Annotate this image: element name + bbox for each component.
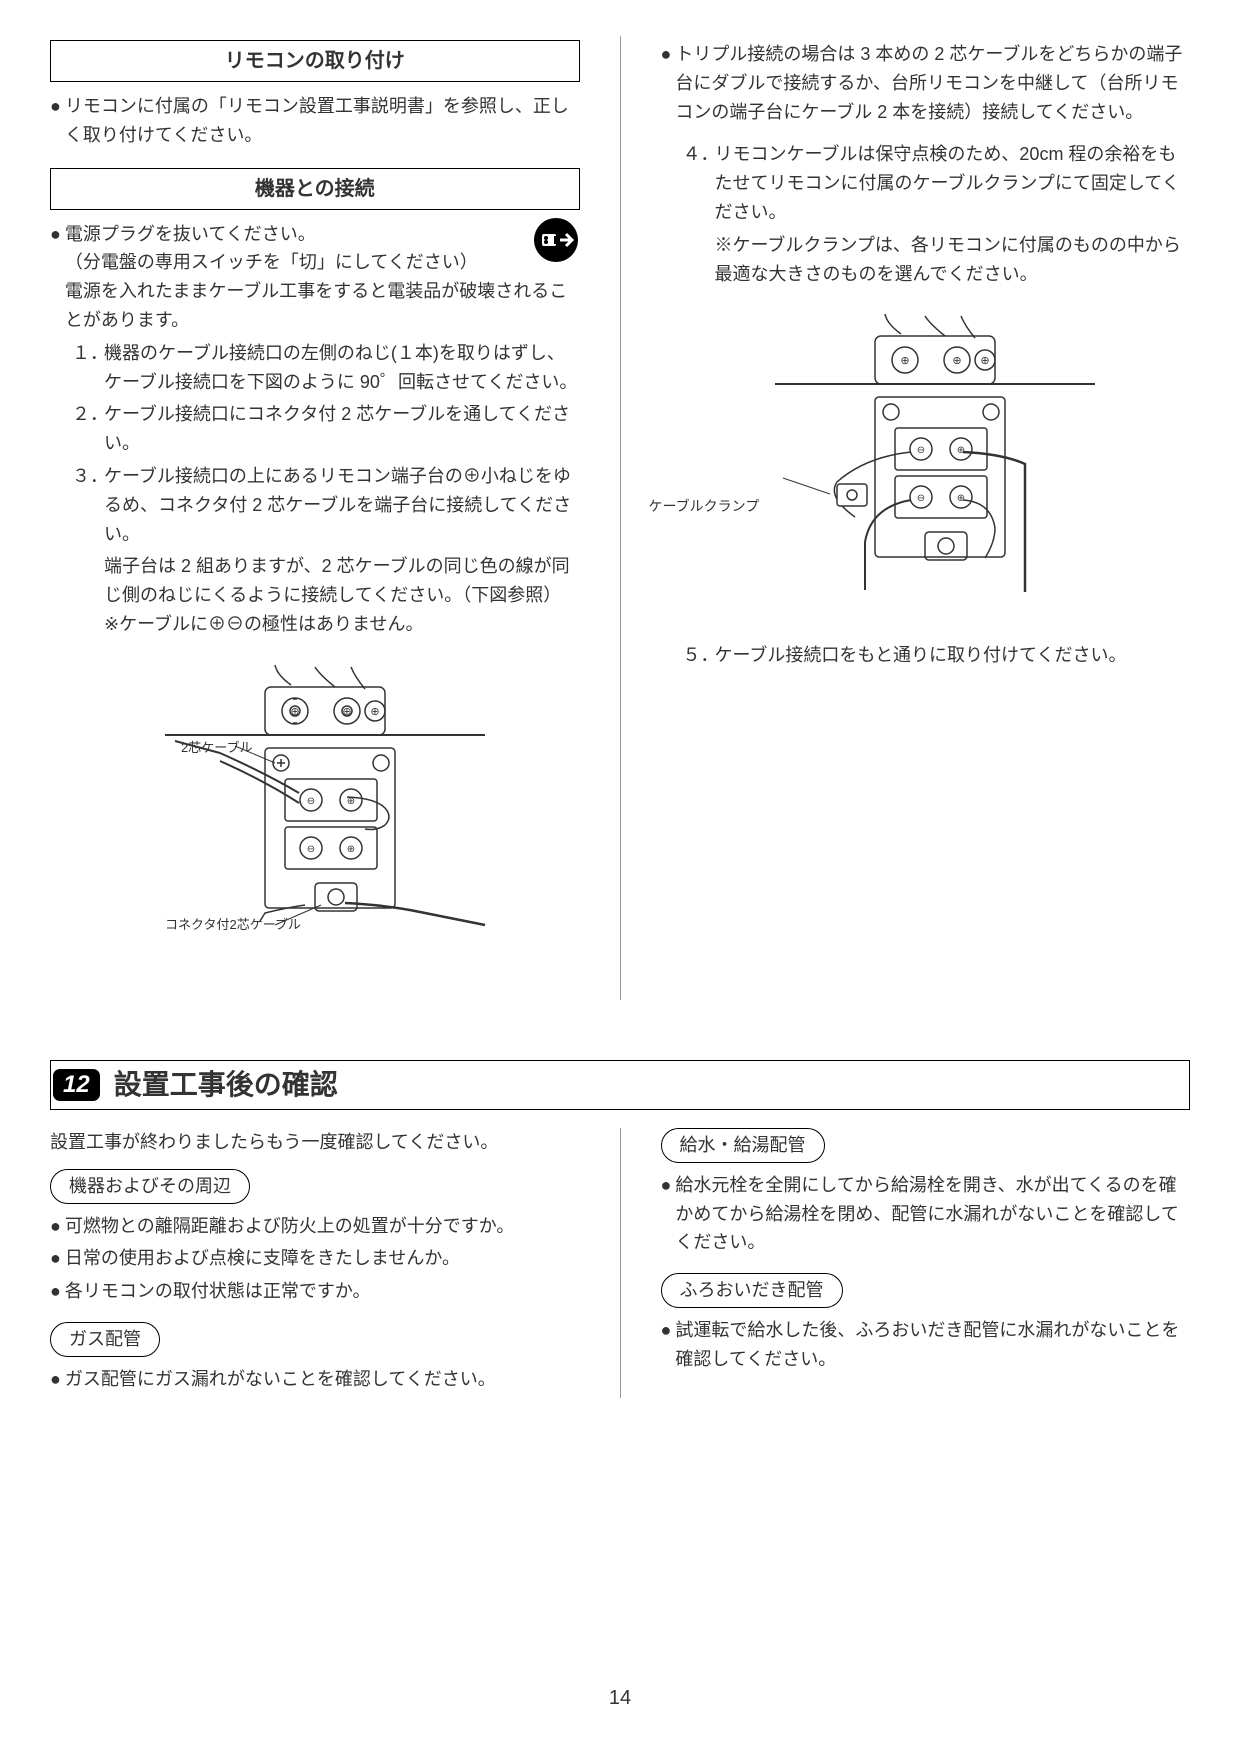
bullet-item: ●各リモコンの取付状態は正常ですか。 xyxy=(50,1277,580,1306)
svg-text:⊕: ⊕ xyxy=(953,355,962,367)
fig-label: コネクタ付2芯ケーブル xyxy=(165,917,301,932)
lower-two-column: 設置工事が終わりましたらもう一度確認してください。 機器およびその周辺 ●可燃物… xyxy=(50,1128,1190,1398)
step-text: ケーブル接続口をもと通りに取り付けてください。 xyxy=(715,641,1191,670)
line: 電源を入れたままケーブル工事をすると電装品が破壊されることがあります。 xyxy=(65,281,567,330)
svg-text:⊕: ⊕ xyxy=(347,844,355,855)
section-number-badge: 12 xyxy=(53,1069,100,1101)
bullet-text: 日常の使用および点検に支障をきたしませんか。 xyxy=(65,1244,580,1273)
step-text: リモコンケーブルは保守点検のため、20cm 程の余裕をもたせてリモコンに付属のケ… xyxy=(715,140,1191,226)
line: ※ケーブルに⊕⊖の極性はありません。 xyxy=(104,614,423,634)
line: 端子台は 2 組ありますが、2 芯ケーブルの同じ色の線が同じ側のねじにくるように… xyxy=(104,556,570,605)
left-column-lower: 設置工事が終わりましたらもう一度確認してください。 機器およびその周辺 ●可燃物… xyxy=(50,1128,580,1398)
pill-bath-pipe: ふろおいだき配管 xyxy=(661,1273,843,1308)
column-divider xyxy=(620,36,621,1000)
step-text: ケーブル接続口にコネクタ付 2 芯ケーブルを通してください。 xyxy=(104,400,580,458)
figure-svg: ⊕ ⊕ ⊕ ⊖ ⊕ ⊖ xyxy=(735,302,1115,592)
line: （分電盤の専用スイッチを「切」にしてください） xyxy=(65,252,478,272)
bullet-text: 給水元栓を全開にしてから給湯栓を開き、水が出てくるのを確かめてから給湯栓を閉め、… xyxy=(675,1171,1190,1257)
left-column: リモコンの取り付け ● リモコンに付属の「リモコン設置工事説明書」を参照し、正し… xyxy=(50,40,580,1000)
bullet-text: トリプル接続の場合は 3 本めの 2 芯ケーブルをどちらかの端子台にダブルで接続… xyxy=(675,40,1190,126)
step-number: １． xyxy=(72,339,104,397)
bullet-item: ● リモコンに付属の「リモコン設置工事説明書」を参照し、正しく取り付けてください… xyxy=(50,92,580,150)
step-text: ケーブル接続口の上にあるリモコン端子台の⊕小ねじをゆるめ、コネクタ付 2 芯ケー… xyxy=(104,462,580,548)
bullet-item: ●給水元栓を全開にしてから給湯栓を開き、水が出てくるのを確かめてから給湯栓を閉め… xyxy=(661,1171,1191,1257)
svg-text:⊕: ⊕ xyxy=(901,355,910,367)
right-column: ● トリプル接続の場合は 3 本めの 2 芯ケーブルをどちらかの端子台にダブルで… xyxy=(661,40,1191,1000)
note-text: ※ケーブルクランプは、各リモコンに付属のものの中から最適な大きさのものを選んでく… xyxy=(715,231,1191,289)
page-number: 14 xyxy=(0,1682,1240,1714)
svg-text:⊕: ⊕ xyxy=(370,706,379,718)
step-number: ２． xyxy=(72,400,104,458)
intro-text: 設置工事が終わりましたらもう一度確認してください。 xyxy=(50,1128,580,1157)
step-5-block: ５． ケーブル接続口をもと通りに取り付けてください。 xyxy=(661,641,1191,670)
figure-svg: ⊕ ⊕ ⊕ ⊖ ⊕ xyxy=(125,653,505,933)
bullet-icon: ● xyxy=(661,1316,672,1374)
step-number: ４． xyxy=(683,140,715,226)
svg-text:⊕: ⊕ xyxy=(957,493,965,504)
steps-block: １． 機器のケーブル接続口の左側のねじ(１本)を取りはずし、ケーブル接続口を下図… xyxy=(50,339,580,639)
svg-text:⊖: ⊖ xyxy=(307,844,315,855)
section-title: 設置工事後の確認 xyxy=(114,1063,338,1108)
svg-text:⊖: ⊖ xyxy=(307,796,315,807)
step-5: ５． ケーブル接続口をもと通りに取り付けてください。 xyxy=(683,641,1191,670)
bullet-text: 試運転で給水した後、ふろおいだき配管に水漏れがないことを確認してください。 xyxy=(675,1316,1190,1374)
bullet-item: ●ガス配管にガス漏れがないことを確認してください。 xyxy=(50,1365,580,1394)
step-number: ５． xyxy=(683,641,715,670)
pill-gas-pipe: ガス配管 xyxy=(50,1322,160,1357)
svg-text:⊕: ⊕ xyxy=(290,706,299,718)
bullet-text: 可燃物との離隔距離および防火上の処置が十分ですか。 xyxy=(65,1212,580,1241)
svg-text:⊖: ⊖ xyxy=(917,493,925,504)
bullet-item: ●日常の使用および点検に支障をきたしませんか。 xyxy=(50,1244,580,1273)
bullet-icon: ● xyxy=(50,1365,61,1394)
bullet-text: ガス配管にガス漏れがないことを確認してください。 xyxy=(65,1365,580,1394)
step-2: ２． ケーブル接続口にコネクタ付 2 芯ケーブルを通してください。 xyxy=(72,400,580,458)
figure-cable-clamp: ⊕ ⊕ ⊕ ⊖ ⊕ ⊖ xyxy=(661,302,1191,601)
step-4-block: ４． リモコンケーブルは保守点検のため、20cm 程の余裕をもたせてリモコンに付… xyxy=(661,140,1191,288)
bullet-icon: ● xyxy=(50,1244,61,1273)
unplug-icon xyxy=(532,216,580,264)
spacer xyxy=(72,552,104,638)
bullet-text: 電源プラグを抜いてください。 （分電盤の専用スイッチを「切」にしてください） 電… xyxy=(65,220,580,335)
svg-text:⊕: ⊕ xyxy=(957,445,965,456)
right-column-lower: 給水・給湯配管 ●給水元栓を全開にしてから給湯栓を開き、水が出てくるのを確かめて… xyxy=(661,1128,1191,1398)
svg-text:⊕: ⊕ xyxy=(342,706,351,718)
bullet-icon: ● xyxy=(661,40,672,126)
svg-text:⊕: ⊕ xyxy=(981,355,990,367)
header-device-connection: 機器との接続 xyxy=(50,168,580,210)
step-4: ４． リモコンケーブルは保守点検のため、20cm 程の余裕をもたせてリモコンに付… xyxy=(683,140,1191,226)
column-divider xyxy=(620,1128,621,1398)
spacer xyxy=(683,231,715,289)
step-1: １． 機器のケーブル接続口の左側のねじ(１本)を取りはずし、ケーブル接続口を下図… xyxy=(72,339,580,397)
bullet-text: 各リモコンの取付状態は正常ですか。 xyxy=(65,1277,580,1306)
step-4-note: ※ケーブルクランプは、各リモコンに付属のものの中から最適な大きさのものを選んでく… xyxy=(683,231,1191,289)
bullet-item: ● トリプル接続の場合は 3 本めの 2 芯ケーブルをどちらかの端子台にダブルで… xyxy=(661,40,1191,126)
bullet-icon: ● xyxy=(661,1171,672,1257)
step-text: 機器のケーブル接続口の左側のねじ(１本)を取りはずし、ケーブル接続口を下図のよう… xyxy=(104,339,580,397)
fig-label: ケーブルクランプ xyxy=(649,498,760,514)
bullet-text: リモコンに付属の「リモコン設置工事説明書」を参照し、正しく取り付けてください。 xyxy=(65,92,580,150)
note-text: 端子台は 2 組ありますが、2 芯ケーブルの同じ色の線が同じ側のねじにくるように… xyxy=(104,552,580,638)
bullet-item: ●試運転で給水した後、ふろおいだき配管に水漏れがないことを確認してください。 xyxy=(661,1316,1191,1374)
bullet-icon: ● xyxy=(50,1212,61,1241)
line: 電源プラグを抜いてください。 xyxy=(65,224,316,244)
pill-equipment: 機器およびその周辺 xyxy=(50,1169,250,1204)
svg-text:⊖: ⊖ xyxy=(917,445,925,456)
section-12-header: 12 設置工事後の確認 xyxy=(50,1060,1190,1110)
bullet-icon: ● xyxy=(50,220,61,335)
bullet-item: ● 電源プラグを抜いてください。 （分電盤の専用スイッチを「切」にしてください）… xyxy=(50,220,580,335)
bullet-icon: ● xyxy=(50,92,61,150)
pill-water-pipe: 給水・給湯配管 xyxy=(661,1128,825,1163)
fig-label: 2芯ケーブル xyxy=(181,740,252,755)
header-remote-install: リモコンの取り付け xyxy=(50,40,580,82)
bullet-item: ●可燃物との離隔距離および防火上の処置が十分ですか。 xyxy=(50,1212,580,1241)
step-number: ３． xyxy=(72,462,104,548)
bullet-icon: ● xyxy=(50,1277,61,1306)
step-3-note: 端子台は 2 組ありますが、2 芯ケーブルの同じ色の線が同じ側のねじにくるように… xyxy=(72,552,580,638)
step-3: ３． ケーブル接続口の上にあるリモコン端子台の⊕小ねじをゆるめ、コネクタ付 2 … xyxy=(72,462,580,548)
upper-two-column: リモコンの取り付け ● リモコンに付属の「リモコン設置工事説明書」を参照し、正し… xyxy=(50,40,1190,1000)
figure-cable-connection: ⊕ ⊕ ⊕ ⊖ ⊕ xyxy=(50,653,580,942)
